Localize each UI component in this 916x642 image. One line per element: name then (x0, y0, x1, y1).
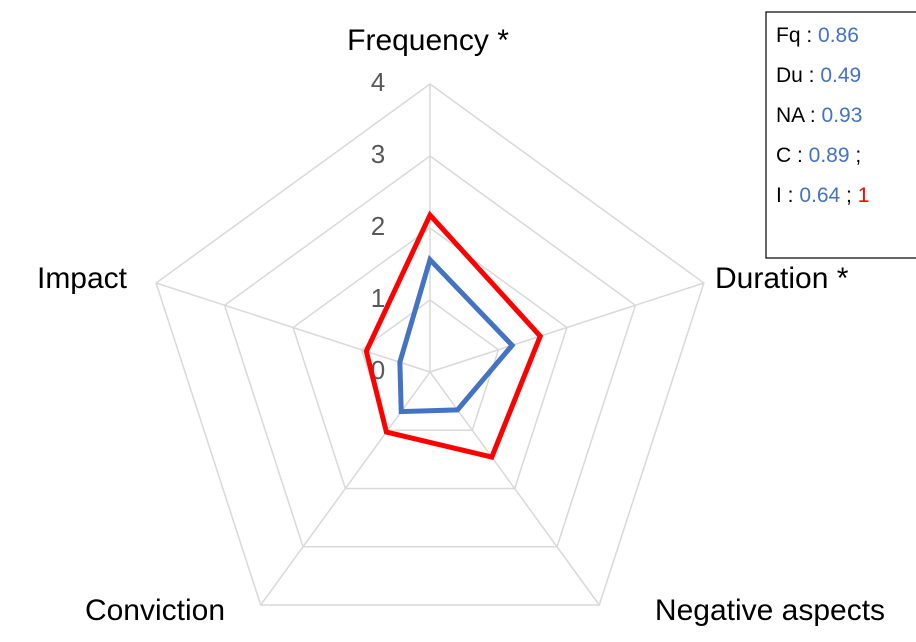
annotation: I : 0.64 ; 1 (776, 184, 869, 207)
grid-ring (223, 155, 637, 548)
annotation: Du : 0.49 (776, 64, 861, 87)
annotation-part: ; (850, 144, 862, 167)
r-tick-label: 1 (371, 283, 385, 313)
r-tick-label: 4 (371, 67, 385, 97)
annotation-part: 0.86 (818, 24, 859, 47)
annotation-part: NA : (776, 104, 822, 127)
annotation-part: 1 (858, 184, 870, 207)
spoke (429, 282, 705, 373)
category-label: Negative aspects (655, 594, 885, 627)
annotation-part: 0.89 (809, 144, 850, 167)
annotation-part: Fq : (776, 24, 818, 47)
annotation-part: Du : (776, 64, 820, 87)
annotation: C : 0.89 ; (776, 144, 861, 167)
annotation-part: ; (840, 184, 858, 207)
category-label: Impact (37, 262, 128, 295)
category-label: Conviction (85, 594, 225, 627)
annotation: NA : 0.93 (776, 104, 862, 127)
series-line (397, 254, 516, 415)
annotation-box (765, 11, 916, 259)
series-line (363, 210, 544, 460)
annotation-part: 0.49 (820, 64, 861, 87)
r-tick-label: 2 (371, 211, 385, 241)
r-tick-label: 3 (371, 139, 385, 169)
annotation-part: 0.93 (822, 104, 863, 127)
annotation-part: C : (776, 144, 809, 167)
category-label: Duration * (715, 262, 849, 295)
annotation-part: I : (776, 184, 799, 207)
annotation: Fq : 0.86 (776, 24, 859, 47)
grid-ring (292, 227, 568, 490)
grid-ring (155, 83, 705, 606)
annotation-part: 0.64 (799, 184, 840, 207)
spoke (155, 282, 431, 373)
category-label: Frequency * (347, 24, 509, 57)
